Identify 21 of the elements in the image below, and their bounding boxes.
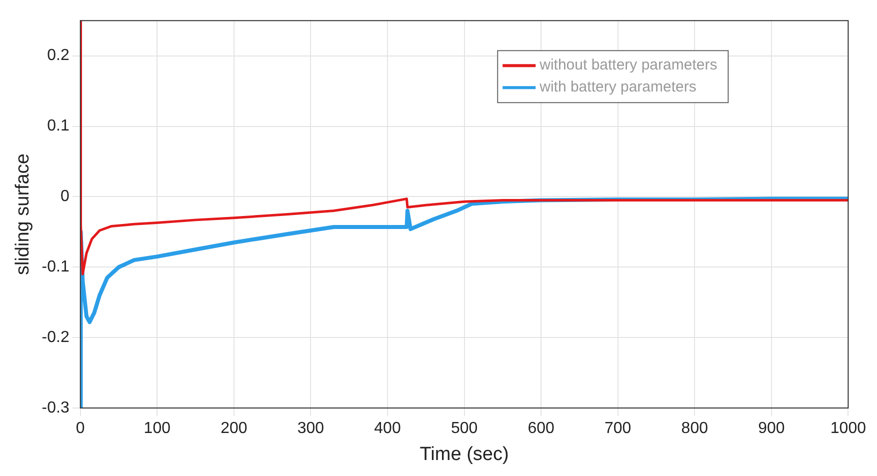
x-tick-label: 700 [604,420,632,438]
x-tick-label: 600 [528,420,555,438]
legend-label: with battery parameters [538,78,696,96]
y-tick-label: -0.1 [42,258,70,276]
x-tick-label: 0 [76,420,85,438]
x-tick-label: 400 [374,420,401,438]
x-tick-label: 200 [220,420,248,438]
x-tick-label: 1000 [830,420,866,438]
x-tick-label: 300 [297,420,324,438]
x-tick-label: 100 [144,420,171,438]
y-tick-label: -0.3 [42,399,70,416]
x-tick-label: 800 [681,420,708,438]
y-axis-title: sliding surface [12,154,34,276]
x-tick-label: 500 [450,420,478,438]
y-tick-label: -0.2 [42,328,70,346]
y-tick-label: 0.1 [47,118,70,135]
y-tick-label: 0 [60,188,70,206]
x-tick-label: 900 [758,420,785,438]
x-axis-title: Time (sec) [420,444,509,465]
legend-label: without battery parameters [538,56,718,74]
y-tick-label: 0.2 [47,47,70,64]
